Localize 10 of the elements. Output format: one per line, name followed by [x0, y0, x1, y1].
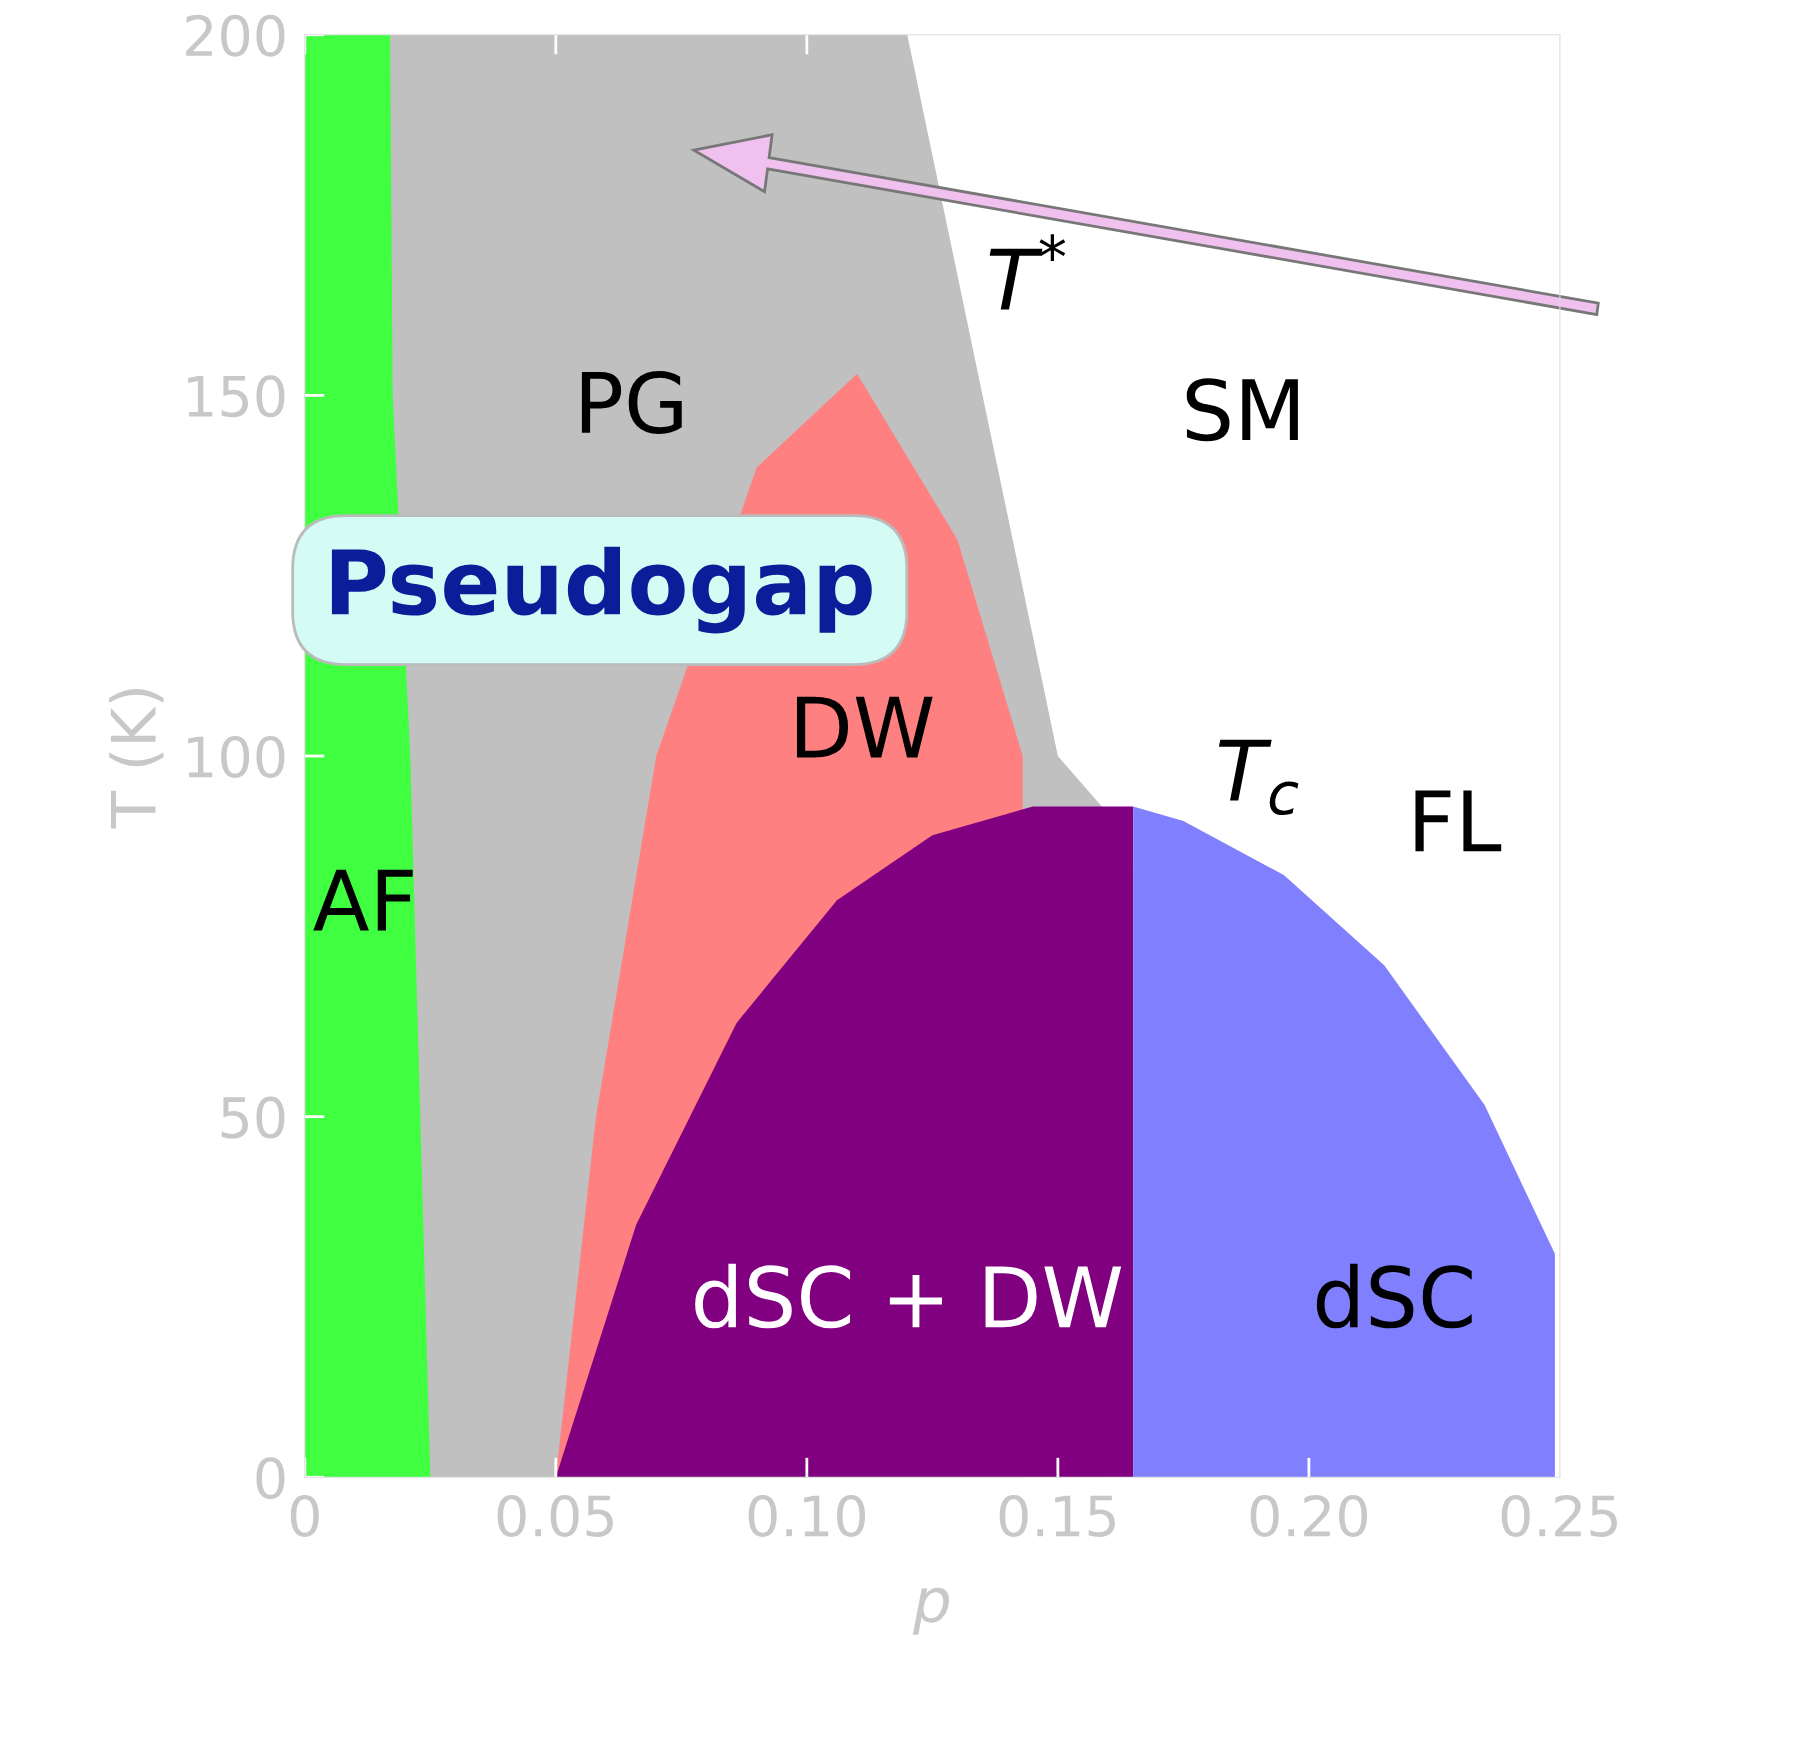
annotation: AF [313, 869, 413, 931]
annotation: PG [581, 370, 682, 434]
annotation: SM [1186, 378, 1298, 442]
annotation: DW [796, 696, 933, 758]
annotation: dSC [1316, 1263, 1472, 1329]
annotation: Pseudogap [331, 546, 872, 634]
annotation: T$_{c}$ [1218, 739, 1299, 816]
annotation: dSC + DW [695, 1263, 1122, 1329]
annotation: T$^{*}$ [989, 234, 1066, 310]
annotation: FL [1415, 790, 1502, 852]
